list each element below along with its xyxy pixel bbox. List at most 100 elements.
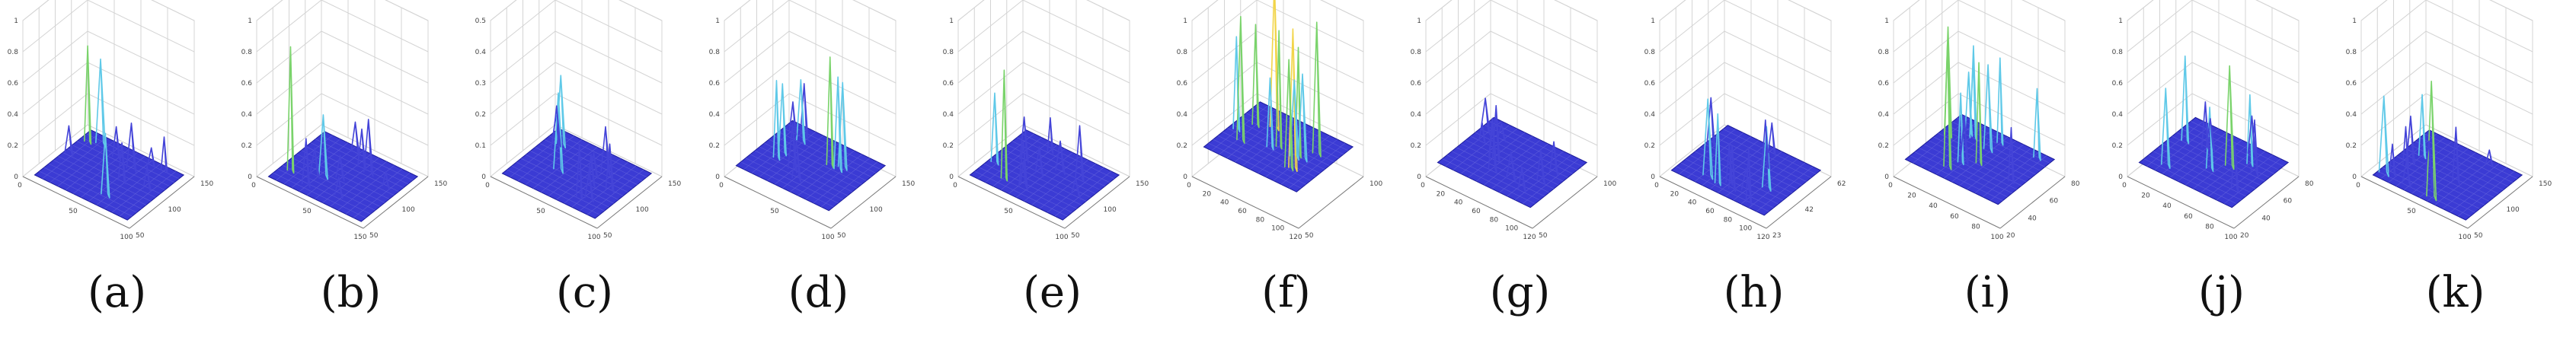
z-tick-label: 1 [1651,18,1655,25]
mesh-line [119,170,177,217]
z-gridline [256,0,429,21]
mesh-line [820,161,878,208]
peak [1536,150,1545,185]
y-tick-label: 150 [902,180,915,188]
z-gridline [2360,0,2533,53]
x-tick-label: 0 [1654,182,1659,189]
peak [575,143,583,202]
mesh-line [2223,158,2281,205]
mesh-line [1756,166,1814,212]
z-gridline [1425,0,1598,53]
y-axis [1532,176,1598,229]
panel-caption: (f) [1261,268,1311,317]
z-gridline [2360,0,2533,21]
x-axis [256,176,364,229]
z-gridline [957,0,1130,53]
z-tick-label: 0.2 [8,142,18,150]
mesh-line [2457,170,2515,217]
peak [1727,145,1737,193]
x-tick-label: 50 [2407,208,2416,215]
z-tick-label: 0 [14,174,18,181]
peak [1295,46,1302,159]
x-tick-label: 60 [2184,213,2193,221]
y-axis [1999,176,2066,229]
x-tick-label: 0 [719,182,724,189]
x-tick-label: 100 [1990,234,2003,241]
z-tick-label: 0.2 [709,142,720,150]
peak [1996,57,2004,146]
peak [796,78,806,145]
panel-h: 0 0.2 0.4 0.6 0.8 1 0 20 40 60 80 100 120 23 42 62 (h) [1637,0,1871,347]
x-tick-label: 100 [120,234,133,241]
peak [1020,161,1028,187]
x-tick-label: 50 [302,208,312,215]
z-tick-label: 0.2 [1411,142,1421,150]
z-tick-label: 0 [949,174,954,181]
z-tick-label: 0.6 [8,80,19,88]
z-gridline [724,0,896,21]
z-tick-label: 0 [1183,174,1187,181]
z-tick-label: 0.2 [1177,142,1187,150]
z-gridline [2127,93,2300,146]
z-tick-label: 0.5 [475,18,486,25]
y-tick-label: 100 [2507,206,2520,214]
peak [791,140,802,183]
z-gridline [1659,93,1832,146]
z-tick-label: 0 [248,174,252,181]
peak [363,119,374,177]
z-gridline [2127,62,2300,115]
x-tick-label: 0 [18,182,22,189]
z-gridline [1659,0,1832,21]
panel-i: 0 0.2 0.4 0.6 0.8 1 0 20 40 60 80 100 20 40 60 80 (i) [1871,0,2105,347]
z-gridline [490,62,663,115]
y-tick-label: 50 [2474,232,2483,240]
peak [111,126,121,161]
y-tick-label: 50 [1305,232,1314,240]
x-axis [22,176,130,229]
z-tick-label: 0.6 [1411,80,1422,88]
y-tick-label: 42 [1805,206,1814,214]
peak [301,138,311,188]
peak [1497,123,1507,143]
x-tick-label: 40 [1454,199,1463,207]
mesh-line [782,128,877,174]
peak [1745,148,1753,205]
z-gridline [2127,0,2300,21]
z-tick-label: 0.2 [2112,142,2123,150]
panel-b: 0 0.2 0.4 0.6 0.8 1 0 50 150 50 100 150 (b) [234,0,468,347]
x-tick-label: 20 [2141,193,2150,200]
x-axis [957,176,1066,229]
y-tick-label: 50 [603,232,612,240]
peak [2426,80,2437,202]
x-tick-label: 50 [770,208,779,215]
peak [350,121,360,156]
panel-k: 0 0.2 0.4 0.6 0.8 1 0 50 100 50 100 150 (k) [2338,0,2572,347]
z-gridline [2360,124,2533,177]
peak [2160,88,2171,170]
z-gridline [490,0,663,53]
z-gridline [490,93,663,146]
x-tick-label: 0 [251,182,256,189]
x-axis [2127,176,2235,229]
surface-peaks [1702,97,1776,205]
z-tick-label: 0.6 [2346,80,2357,88]
panel-c: 0 0.1 0.2 0.3 0.4 0.5 0 50 100 50 100 150 (c) [468,0,702,347]
y-axis [1766,176,1832,229]
x-tick-label: 20 [1670,190,1680,198]
z-gridline [1191,30,1364,84]
mesh-line [1054,170,1112,217]
peak [1517,166,1526,193]
peak [335,154,345,182]
peak [95,58,107,148]
y-axis [1298,176,1364,229]
x-tick-label: 50 [69,208,78,215]
x-tick-label: 100 [1739,225,1752,233]
z-tick-label: 0.8 [8,49,19,56]
peak [586,154,596,189]
z-gridline [1191,0,1364,53]
y-tick-label: 150 [1136,180,1149,188]
surface-peaks [2378,80,2494,202]
y-axis [129,176,195,229]
